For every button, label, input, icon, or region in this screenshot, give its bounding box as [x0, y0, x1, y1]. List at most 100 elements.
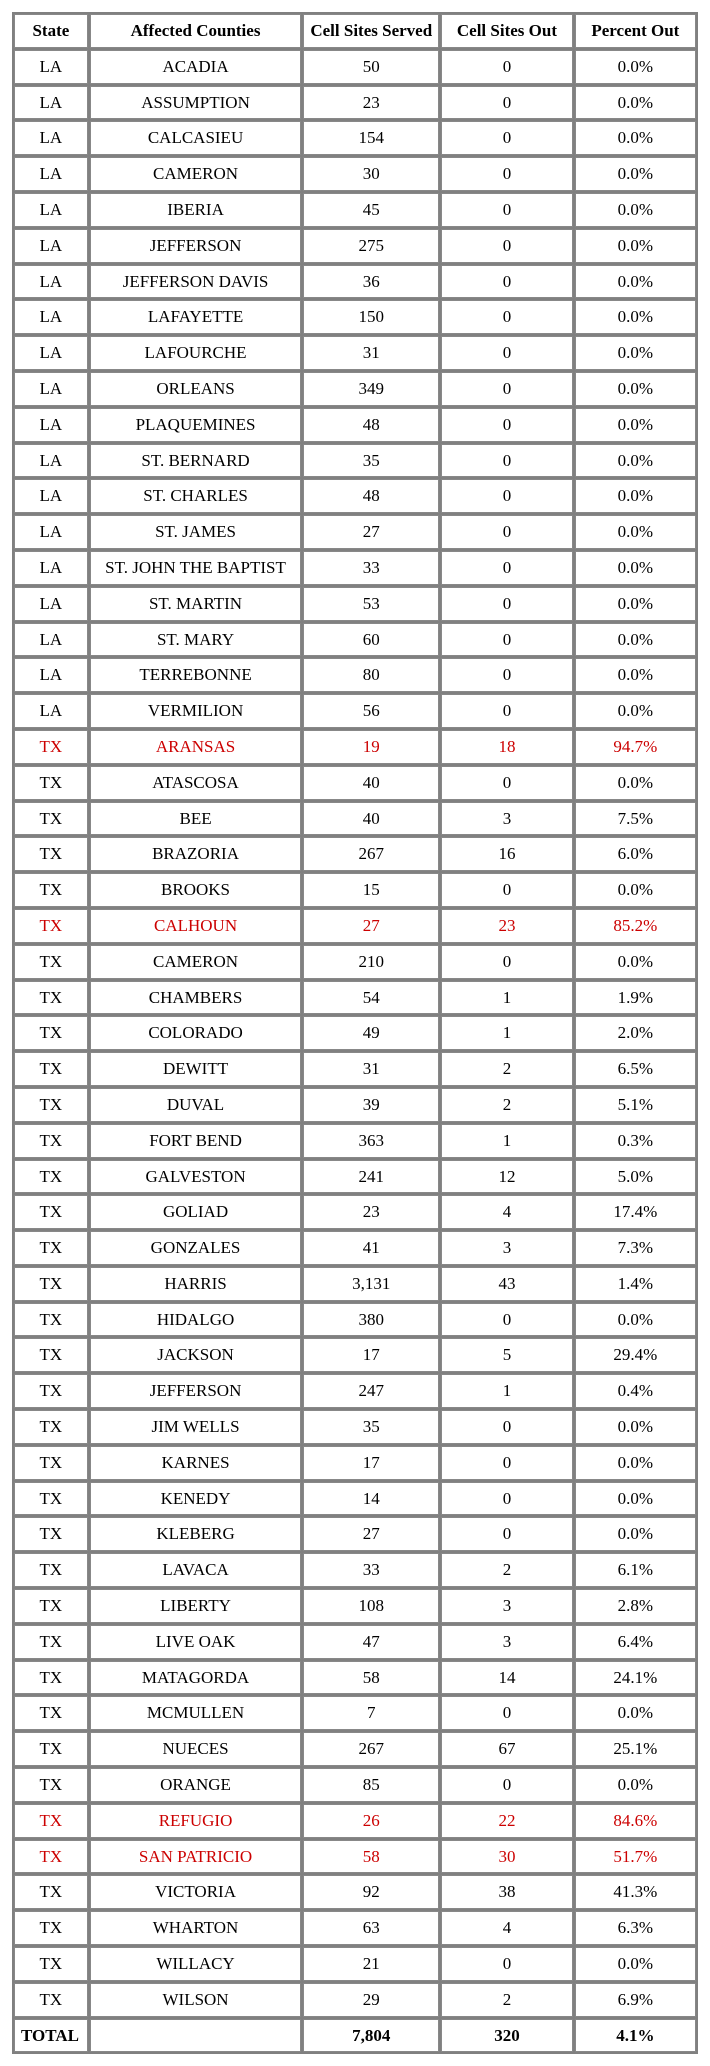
- cell-county: ST. JOHN THE BAPTIST: [90, 551, 302, 585]
- table-row: LAIBERIA4500.0%: [14, 193, 696, 227]
- cell-served: 47: [303, 1625, 439, 1659]
- total-out: 320: [441, 2019, 573, 2053]
- cell-state: LA: [14, 623, 88, 657]
- table-row: LAST. BERNARD3500.0%: [14, 444, 696, 478]
- cell-county: ORANGE: [90, 1768, 302, 1802]
- table-row: LAST. CHARLES4800.0%: [14, 479, 696, 513]
- cell-served: 23: [303, 86, 439, 120]
- cell-out: 2: [441, 1052, 573, 1086]
- table-row: TXSAN PATRICIO583051.7%: [14, 1840, 696, 1874]
- cell-out: 0: [441, 1446, 573, 1480]
- cell-pct: 7.3%: [575, 1231, 696, 1265]
- cell-county: DEWITT: [90, 1052, 302, 1086]
- cell-county: LAVACA: [90, 1553, 302, 1587]
- table-row: LALAFOURCHE3100.0%: [14, 336, 696, 370]
- cell-served: 27: [303, 909, 439, 943]
- cell-pct: 6.3%: [575, 1911, 696, 1945]
- table-row: TXHIDALGO38000.0%: [14, 1303, 696, 1337]
- cell-served: 349: [303, 372, 439, 406]
- cell-county: ST. MARY: [90, 623, 302, 657]
- cell-out: 0: [441, 1696, 573, 1730]
- table-row: LAST. MARTIN5300.0%: [14, 587, 696, 621]
- cell-county: VICTORIA: [90, 1875, 302, 1909]
- cell-state: TX: [14, 1338, 88, 1372]
- cell-served: 56: [303, 694, 439, 728]
- cell-pct: 0.0%: [575, 265, 696, 299]
- cell-served: 27: [303, 1517, 439, 1551]
- cell-out: 0: [441, 694, 573, 728]
- total-row: TOTAL7,8043204.1%: [14, 2019, 696, 2053]
- cell-served: 14: [303, 1482, 439, 1516]
- cell-served: 39: [303, 1088, 439, 1122]
- cell-pct: 2.0%: [575, 1016, 696, 1050]
- table-row: LAJEFFERSON27500.0%: [14, 229, 696, 263]
- cell-county: JEFFERSON: [90, 1374, 302, 1408]
- cell-out: 0: [441, 1947, 573, 1981]
- cell-state: TX: [14, 1446, 88, 1480]
- table-row: TXWILSON2926.9%: [14, 1983, 696, 2017]
- cell-pct: 0.0%: [575, 623, 696, 657]
- header-state: State: [14, 14, 88, 48]
- cell-out: 3: [441, 802, 573, 836]
- cell-served: 363: [303, 1124, 439, 1158]
- cell-pct: 6.1%: [575, 1553, 696, 1587]
- cell-pct: 17.4%: [575, 1195, 696, 1229]
- header-pct: Percent Out: [575, 14, 696, 48]
- cell-county: ACADIA: [90, 50, 302, 84]
- cell-state: TX: [14, 1804, 88, 1838]
- cell-pct: 0.0%: [575, 1768, 696, 1802]
- cell-pct: 0.0%: [575, 157, 696, 191]
- table-row: LAST. JAMES2700.0%: [14, 515, 696, 549]
- cell-out: 0: [441, 121, 573, 155]
- cell-state: LA: [14, 265, 88, 299]
- cell-county: CHAMBERS: [90, 981, 302, 1015]
- cell-served: 17: [303, 1338, 439, 1372]
- cell-out: 4: [441, 1911, 573, 1945]
- table-body: LAACADIA5000.0%LAASSUMPTION2300.0%LACALC…: [14, 50, 696, 2053]
- cell-county: KLEBERG: [90, 1517, 302, 1551]
- cell-state: LA: [14, 587, 88, 621]
- cell-county: BEE: [90, 802, 302, 836]
- table-row: TXGONZALES4137.3%: [14, 1231, 696, 1265]
- table-row: LATERREBONNE8000.0%: [14, 658, 696, 692]
- cell-state: LA: [14, 551, 88, 585]
- cell-out: 1: [441, 981, 573, 1015]
- cell-county: LAFAYETTE: [90, 300, 302, 334]
- cell-served: 63: [303, 1911, 439, 1945]
- cell-out: 12: [441, 1160, 573, 1194]
- cell-pct: 0.0%: [575, 336, 696, 370]
- cell-pct: 0.0%: [575, 121, 696, 155]
- cell-out: 3: [441, 1231, 573, 1265]
- cell-county: BRAZORIA: [90, 837, 302, 871]
- cell-out: 2: [441, 1983, 573, 2017]
- cell-served: 31: [303, 1052, 439, 1086]
- table-row: TXKLEBERG2700.0%: [14, 1517, 696, 1551]
- cell-out: 23: [441, 909, 573, 943]
- cell-pct: 0.0%: [575, 86, 696, 120]
- cell-out: 0: [441, 623, 573, 657]
- cell-served: 35: [303, 1410, 439, 1444]
- total-label: TOTAL: [14, 2019, 88, 2053]
- cell-pct: 0.0%: [575, 229, 696, 263]
- cell-county: HIDALGO: [90, 1303, 302, 1337]
- cell-served: 108: [303, 1589, 439, 1623]
- header-row: State Affected Counties Cell Sites Serve…: [14, 14, 696, 48]
- cell-out: 0: [441, 86, 573, 120]
- cell-out: 0: [441, 265, 573, 299]
- cell-served: 35: [303, 444, 439, 478]
- cell-county: JEFFERSON DAVIS: [90, 265, 302, 299]
- header-served: Cell Sites Served: [303, 14, 439, 48]
- cell-county: VERMILION: [90, 694, 302, 728]
- table-row: TXLIBERTY10832.8%: [14, 1589, 696, 1623]
- cell-state: LA: [14, 444, 88, 478]
- cell-state: TX: [14, 1875, 88, 1909]
- cell-served: 267: [303, 837, 439, 871]
- table-row: TXCALHOUN272385.2%: [14, 909, 696, 943]
- cell-served: 247: [303, 1374, 439, 1408]
- cell-pct: 2.8%: [575, 1589, 696, 1623]
- table-row: TXDEWITT3126.5%: [14, 1052, 696, 1086]
- cell-out: 0: [441, 766, 573, 800]
- cell-pct: 0.0%: [575, 1303, 696, 1337]
- table-row: TXJEFFERSON24710.4%: [14, 1374, 696, 1408]
- cell-state: TX: [14, 1911, 88, 1945]
